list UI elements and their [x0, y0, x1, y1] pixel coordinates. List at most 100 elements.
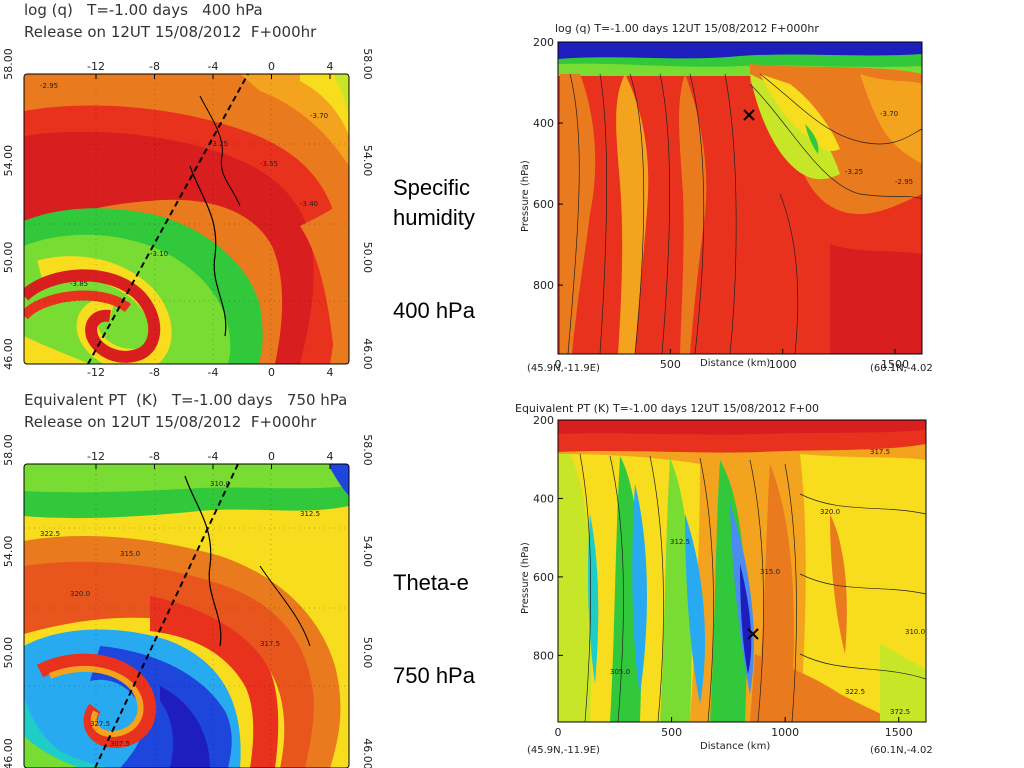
xs-x-tick-1500: 1500 [885, 726, 913, 739]
map-y-tick-left-46.00: 46.00 [2, 738, 15, 768]
contour-label: 322.5 [845, 688, 865, 696]
thetae750-map-field [24, 464, 349, 768]
xs-x-tick-1500: 1500 [881, 358, 909, 371]
thetae750-map-subtitle: Release on 12UT 15/08/2012 F+000hr [24, 413, 317, 431]
map-x-tick-bottom--8: -8 [149, 366, 160, 379]
xs-y-tick-400: 400 [533, 492, 554, 505]
map-x-tick-bottom-0: 0 [268, 366, 275, 379]
top-label-line2: humidity [393, 205, 475, 230]
contour-label: 317.5 [870, 448, 890, 456]
bottom-label: Theta-e [393, 570, 469, 595]
contour-label: -3.25 [210, 140, 228, 148]
contour-label: 320.0 [70, 590, 90, 598]
map-y-tick-right-58.00: 58.00 [361, 48, 374, 80]
map-y-tick-right-54.00: 54.00 [361, 145, 374, 177]
xs-y-tick-800: 800 [533, 649, 554, 662]
map-y-tick-right-46.00: 46.00 [361, 338, 374, 370]
contour-label: -2.95 [40, 82, 58, 90]
contour-label: 317.5 [260, 640, 280, 648]
map-x-tick-top--4: -4 [208, 450, 219, 463]
contour-label: 312.5 [300, 510, 320, 518]
contour-label: 327.5 [90, 720, 110, 728]
thetae750-map-title: Equivalent PT (K) T=-1.00 days 750 hPa [24, 391, 348, 409]
xs-x-tick-0: 0 [555, 726, 562, 739]
q400-map-chart: -2.95 -3.70 -3.55 -3.40 -3.25 -3.10 -3.85 -12 -… [2, 48, 374, 379]
contour-label: 310.0 [905, 628, 925, 636]
contour-label: 310.0 [210, 480, 230, 488]
q-cross-section-end-point: (60.1N,-4.02 [870, 363, 933, 374]
map-x-tick-bottom--4: -4 [208, 366, 219, 379]
map-y-tick-right-50.00: 50.00 [361, 242, 374, 273]
map-x-tick-top--4: -4 [208, 60, 219, 73]
map-y-tick-left-50.00: 50.00 [2, 637, 15, 669]
contour-label: -3.70 [310, 112, 328, 120]
map-y-tick-left-50.00: 50.00 [2, 242, 15, 273]
contour-label: -3.10 [150, 250, 168, 258]
map-x-tick-top-4: 4 [327, 450, 334, 463]
thetae-cross-section-field [558, 420, 926, 722]
contour-label: 305.0 [610, 668, 630, 676]
thetae750-map-chart: 310.0 312.5 315.0 317.5 320.0 322.5 327.5 307.5… [2, 434, 374, 768]
map-y-tick-left-46.00: 46.00 [2, 338, 15, 370]
map-x-tick-top--12: -12 [87, 450, 105, 463]
xs-y-tick-600: 600 [533, 571, 554, 584]
contour-label: -3.70 [880, 110, 898, 118]
map-x-tick-top-4: 4 [327, 60, 334, 73]
contour-label: 307.5 [110, 740, 130, 748]
contour-label: -3.55 [260, 160, 278, 168]
contour-label: 372.5 [890, 708, 910, 716]
top-level: 400 hPa [393, 298, 475, 323]
q400-map-title: log (q) T=-1.00 days 400 hPa [24, 1, 263, 19]
top-label-line1: Specific [393, 175, 471, 200]
xs-x-tick-1000: 1000 [771, 726, 799, 739]
q-cross-section-title: log (q) T=-1.00 days 12UT 15/08/2012 F+0… [555, 22, 819, 35]
thetae-cross-section-xlabel: Distance (km) [700, 741, 770, 752]
map-y-tick-right-54.00: 54.00 [361, 536, 374, 568]
xs-x-tick-500: 500 [661, 726, 682, 739]
q-cross-section-chart: log (q) T=-1.00 days 12UT 15/08/2012 F+0… [520, 22, 923, 371]
thetae-cross-section-end-point: (60.1N,-4.02 [870, 745, 933, 756]
map-x-tick-top--8: -8 [149, 60, 160, 73]
map-x-tick-bottom-4: 4 [327, 366, 334, 379]
map-y-tick-left-54.00: 54.00 [2, 145, 15, 177]
contour-label: -2.95 [895, 178, 913, 186]
map-y-tick-left-54.00: 54.00 [2, 536, 15, 568]
map-y-tick-right-58.00: 58.00 [361, 434, 374, 466]
q-cross-section-ylabel: Pressure (hPa) [520, 160, 531, 232]
q-cross-section-start-point: (45.9N,-11.9E) [527, 363, 600, 374]
thetae-cross-section-start-point: (45.9N,-11.9E) [527, 745, 600, 756]
xs-y-tick-200: 200 [533, 414, 554, 427]
q400-map-subtitle: Release on 12UT 15/08/2012 F+000hr [24, 23, 317, 41]
map-x-tick-bottom--12: -12 [87, 366, 105, 379]
xs-y-tick-200: 200 [533, 36, 554, 49]
xs-y-tick-600: 600 [533, 198, 554, 211]
thetae-cross-section-marker [747, 628, 759, 640]
map-y-tick-right-50.00: 50.00 [361, 637, 374, 669]
map-y-tick-left-58.00: 58.00 [2, 48, 15, 80]
q-cross-section-xlabel: Distance (km) [700, 358, 770, 369]
contour-label: 315.0 [760, 568, 780, 576]
map-x-tick-top--8: -8 [149, 450, 160, 463]
contour-label: 320.0 [820, 508, 840, 516]
map-x-tick-top-0: 0 [268, 450, 275, 463]
q400-map-field [24, 74, 349, 364]
contour-label: 312.5 [670, 538, 690, 546]
xs-x-tick-0: 0 [555, 358, 562, 371]
xs-x-tick-1000: 1000 [769, 358, 797, 371]
map-y-tick-left-58.00: 58.00 [2, 434, 15, 466]
thetae-cross-section-title: Equivalent PT (K) T=-1.00 days 12UT 15/0… [515, 402, 819, 415]
xs-y-tick-400: 400 [533, 117, 554, 130]
xs-x-tick-500: 500 [660, 358, 681, 371]
contour-label: -3.40 [300, 200, 318, 208]
contour-label: 315.0 [120, 550, 140, 558]
q-cross-section-field [558, 42, 922, 354]
thetae-cross-section-ylabel: Pressure (hPa) [520, 542, 531, 614]
bottom-level: 750 hPa [393, 663, 475, 688]
map-y-tick-right-46.00: 46.00 [361, 738, 374, 768]
map-x-tick-top-0: 0 [268, 60, 275, 73]
map-x-tick-top--12: -12 [87, 60, 105, 73]
thetae-cross-section-chart: Equivalent PT (K) T=-1.00 days 12UT 15/0… [515, 402, 927, 752]
contour-label: -3.25 [845, 168, 863, 176]
contour-label: 322.5 [40, 530, 60, 538]
contour-label: -3.85 [70, 280, 88, 288]
